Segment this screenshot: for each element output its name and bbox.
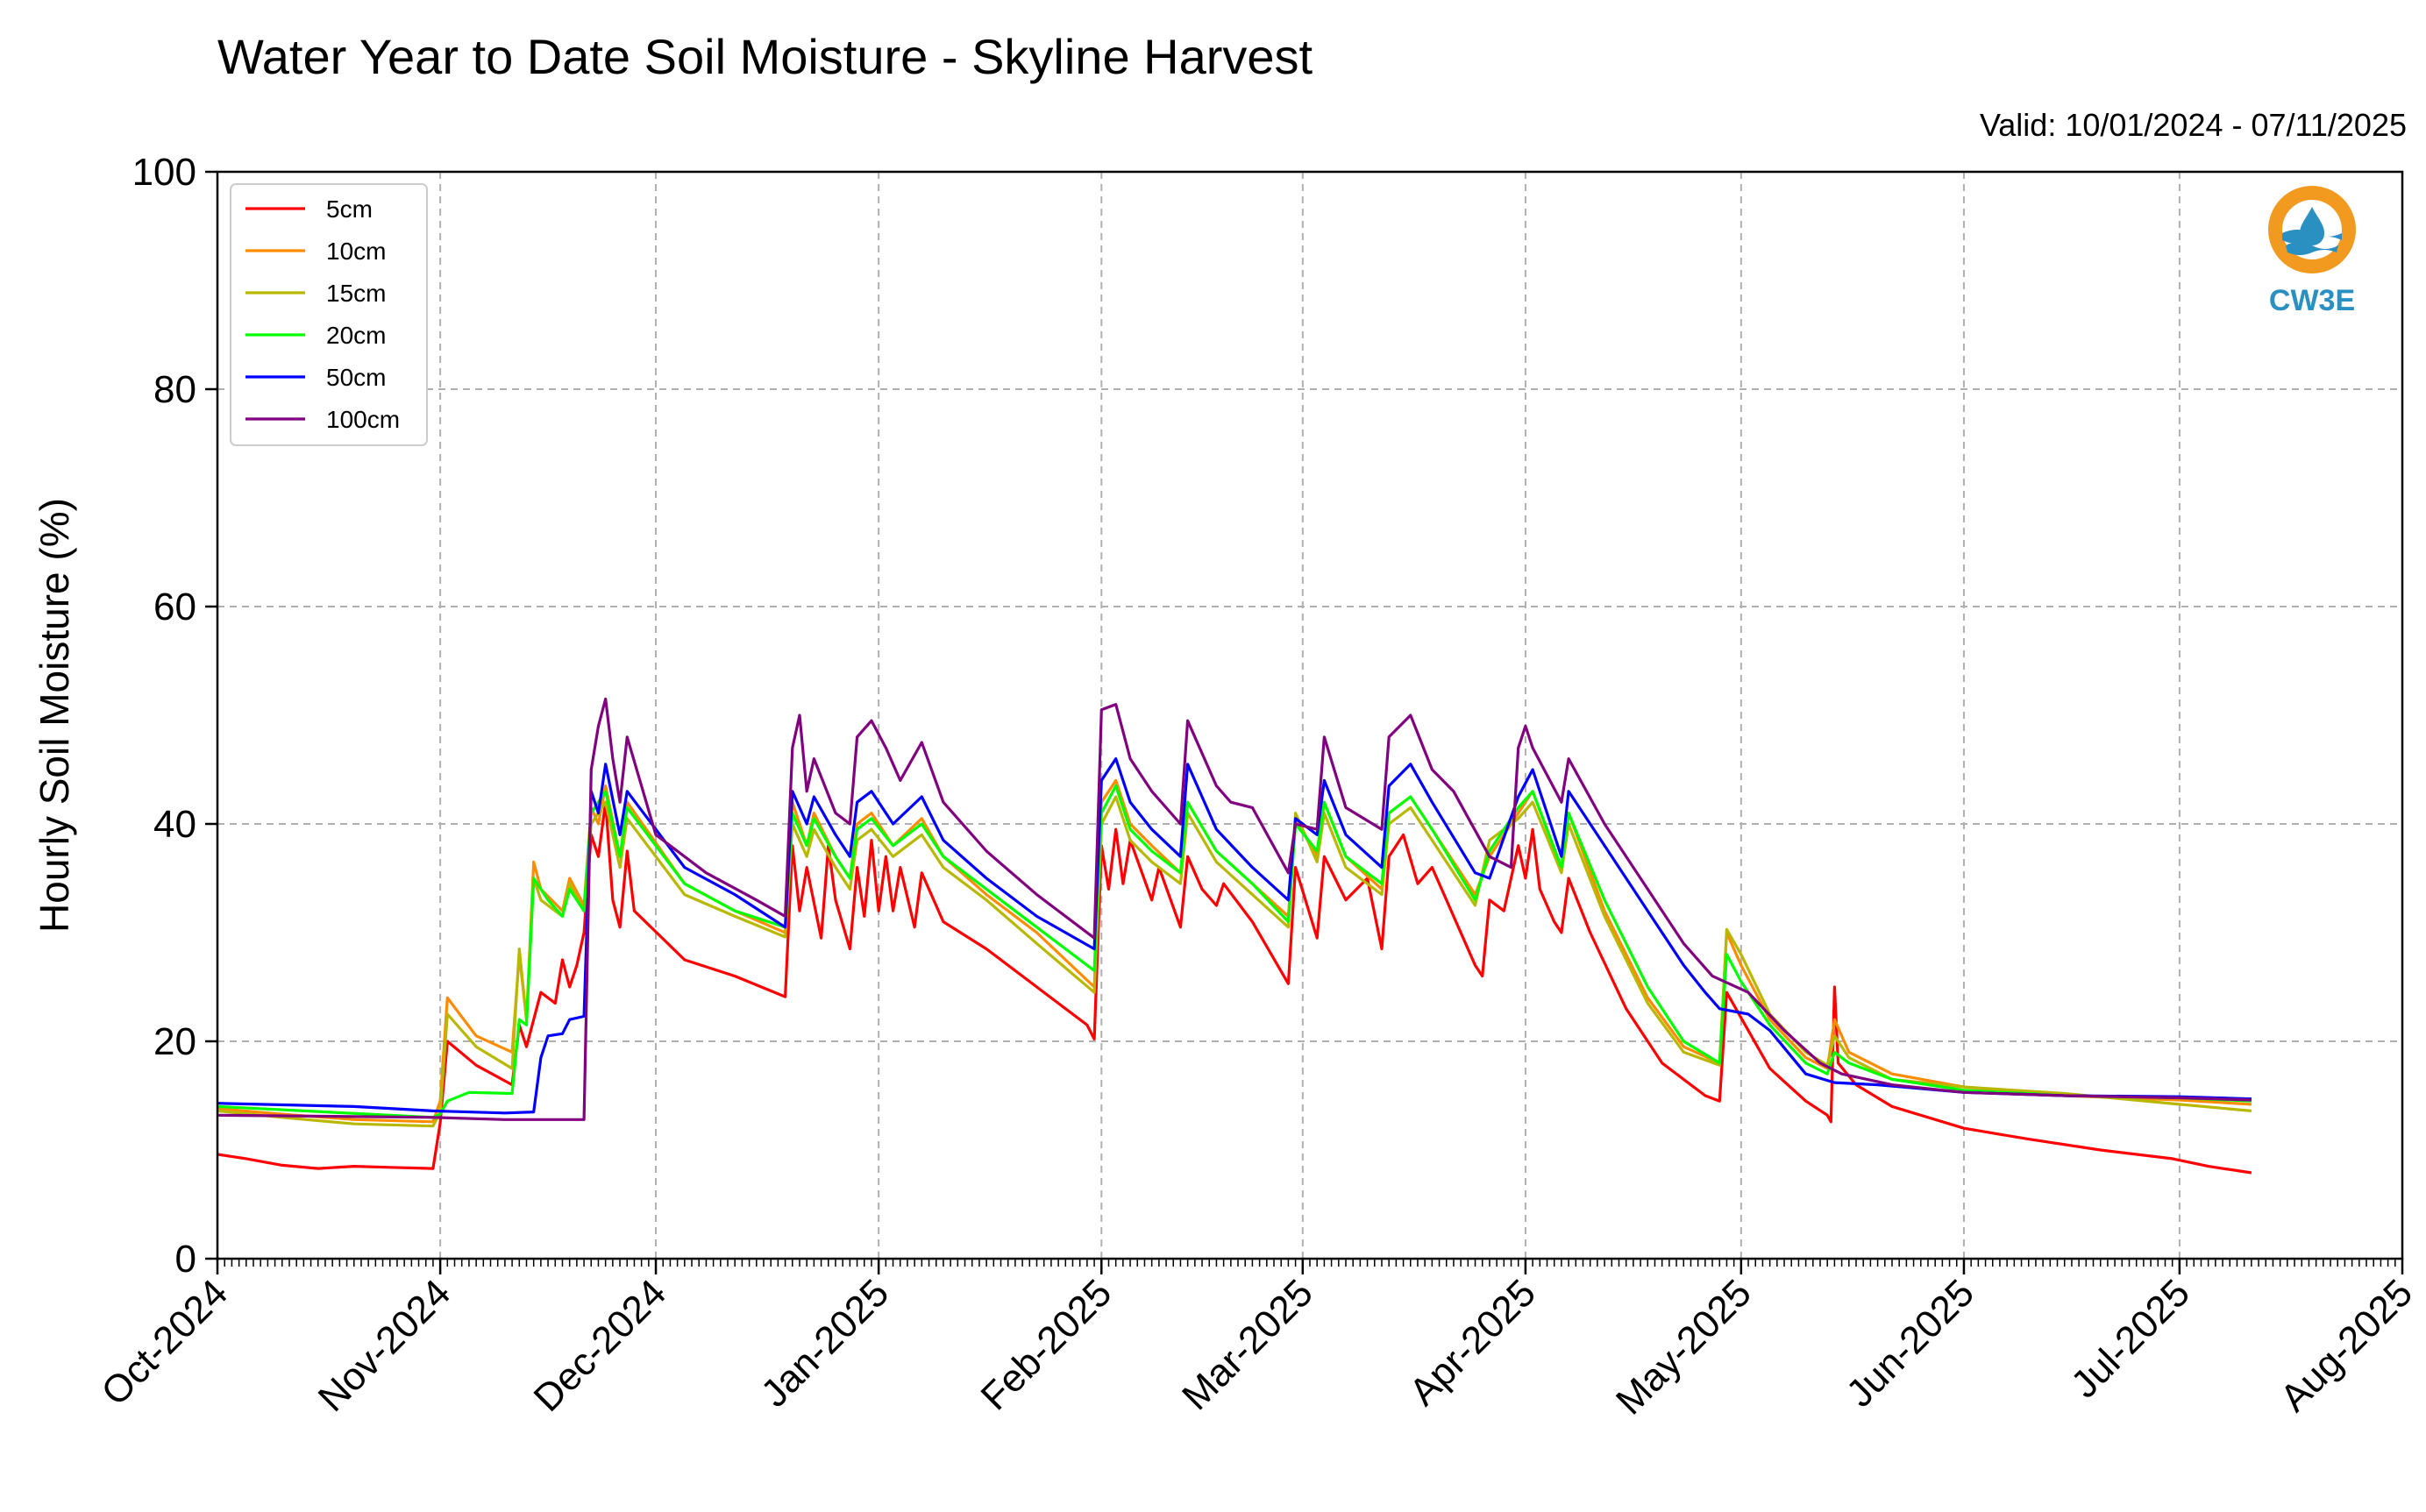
y-axis: 0 20 40 60 80 100 [132, 151, 217, 1281]
x-tick-label: Feb-2025 [973, 1271, 1121, 1418]
y-tick-label: 100 [132, 151, 196, 194]
series-line-15cm [217, 795, 2252, 1128]
x-tick-label: Jan-2025 [753, 1271, 897, 1415]
logo-wave-icon-2 [2286, 242, 2338, 255]
series-line-20cm [217, 784, 2252, 1119]
series-line-100cm [217, 697, 2252, 1121]
y-tick-label: 0 [175, 1238, 196, 1281]
legend: 5cm 10cm 15cm 20cm 50cm 100cm [230, 183, 428, 446]
x-tick-label: Jun-2025 [1839, 1271, 1982, 1415]
x-tick-label: Aug-2025 [2272, 1271, 2421, 1420]
y-tick-label: 20 [153, 1020, 196, 1063]
x-axis: Oct-2024 Nov-2024 Dec-2024 Jan-2025 Feb-2025… [93, 1259, 2421, 1423]
water-drop-icon [2300, 207, 2324, 245]
y-tick-label: 40 [153, 803, 196, 846]
x-tick-label: Mar-2025 [1174, 1271, 1321, 1418]
x-tick-label: Oct-2024 [93, 1271, 236, 1414]
x-tick-label: Apr-2025 [1401, 1271, 1544, 1414]
logo-text: CW3E [2269, 284, 2355, 317]
legend-label-50cm: 50cm [326, 364, 386, 391]
x-tick-label: Dec-2024 [526, 1271, 675, 1420]
series-line-50cm [217, 757, 2252, 1115]
y-tick-label: 60 [153, 586, 196, 628]
legend-label-10cm: 10cm [326, 238, 386, 265]
x-minor-ticks [217, 1259, 2403, 1267]
series-lines [217, 697, 2252, 1175]
x-tick-label: Nov-2024 [310, 1271, 459, 1420]
legend-label-15cm: 15cm [326, 280, 386, 307]
y-axis-title: Hourly Soil Moisture (%) [32, 498, 77, 933]
legend-label-100cm: 100cm [326, 406, 400, 433]
x-tick-label: May-2025 [1608, 1271, 1760, 1423]
valid-date-range: Valid: 10/01/2024 - 07/11/2025 [1979, 107, 2407, 143]
y-tick-label: 80 [153, 368, 196, 411]
cw3e-logo: CW3E [2268, 186, 2356, 317]
series-line-10cm [217, 778, 2252, 1124]
chart-title: Water Year to Date Soil Moisture - Skyli… [217, 29, 1313, 84]
x-tick-label: Jul-2025 [2063, 1271, 2198, 1406]
legend-label-5cm: 5cm [326, 195, 373, 223]
series-line-5cm [217, 800, 2252, 1175]
legend-label-20cm: 20cm [326, 322, 386, 349]
